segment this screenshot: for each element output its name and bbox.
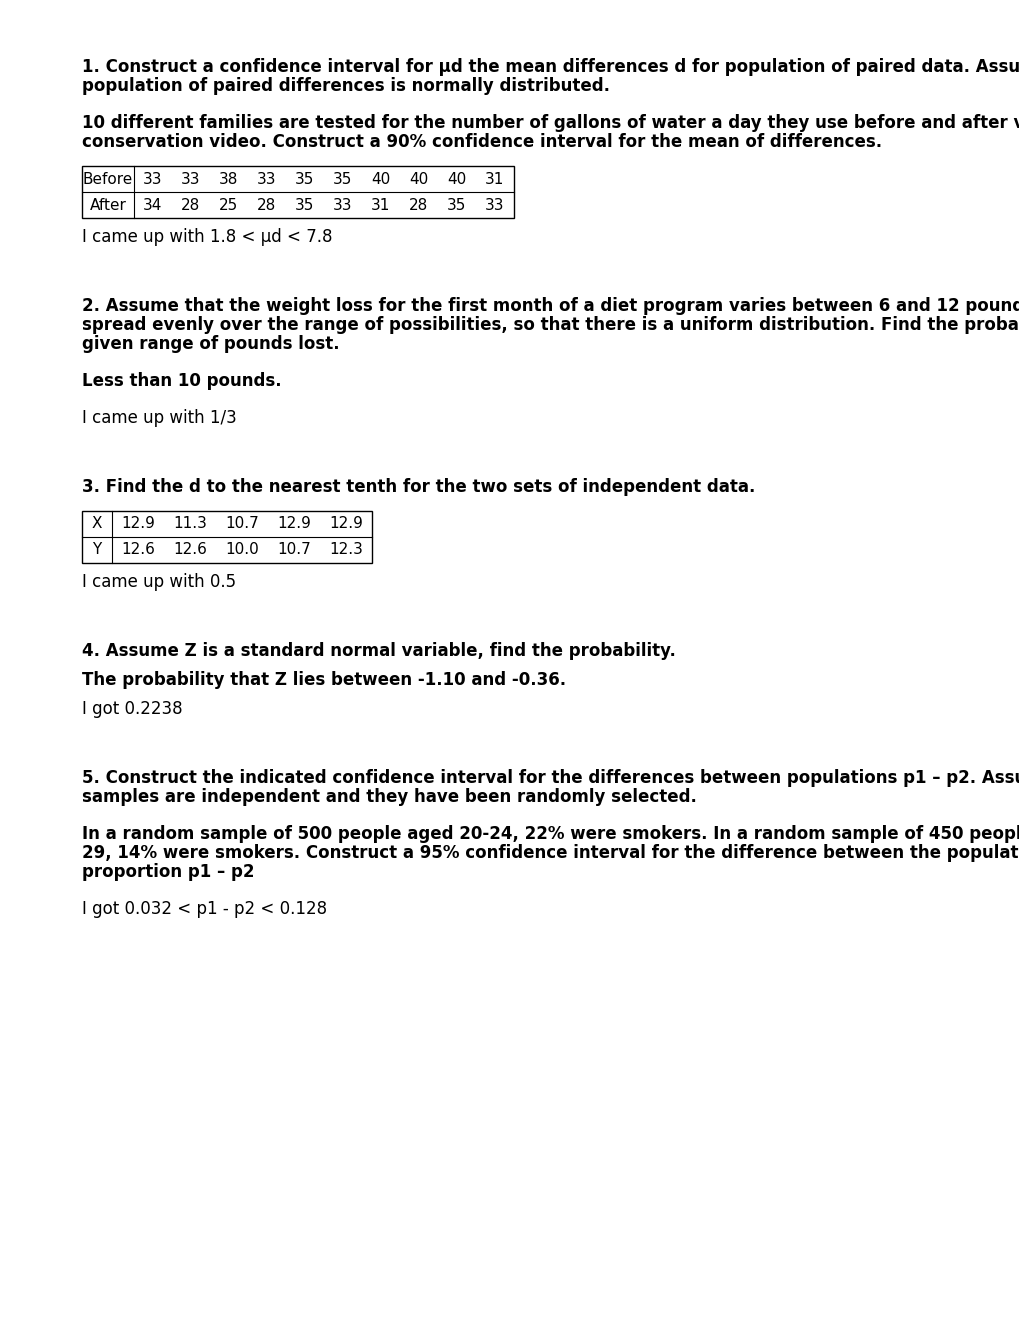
Text: 35: 35 (333, 172, 353, 186)
Text: 10 different families are tested for the number of gallons of water a day they u: 10 different families are tested for the… (82, 114, 1019, 132)
Text: population of paired differences is normally distributed.: population of paired differences is norm… (82, 77, 609, 95)
Text: 40: 40 (409, 172, 428, 186)
Text: Less than 10 pounds.: Less than 10 pounds. (82, 372, 281, 389)
Text: 33: 33 (143, 172, 163, 186)
Text: 40: 40 (371, 172, 390, 186)
Text: 40: 40 (447, 172, 466, 186)
Text: 2. Assume that the weight loss for the first month of a diet program varies betw: 2. Assume that the weight loss for the f… (82, 297, 1019, 315)
Text: Before: Before (83, 172, 133, 186)
Text: In a random sample of 500 people aged 20-24, 22% were smokers. In a random sampl: In a random sample of 500 people aged 20… (82, 825, 1019, 843)
Text: 33: 33 (181, 172, 201, 186)
Text: conservation video. Construct a 90% confidence interval for the mean of differen: conservation video. Construct a 90% conf… (82, 133, 881, 150)
Text: Y: Y (93, 543, 102, 557)
Text: 28: 28 (409, 198, 428, 213)
Text: I came up with 1/3: I came up with 1/3 (82, 409, 236, 426)
Text: 12.9: 12.9 (277, 516, 311, 532)
Text: X: X (92, 516, 102, 532)
Text: 38: 38 (219, 172, 238, 186)
Text: 11.3: 11.3 (173, 516, 207, 532)
Text: 10.7: 10.7 (277, 543, 311, 557)
Text: I came up with 1.8 < μd < 7.8: I came up with 1.8 < μd < 7.8 (82, 228, 332, 246)
Text: given range of pounds lost.: given range of pounds lost. (82, 335, 339, 352)
Text: 35: 35 (296, 198, 315, 213)
Text: 33: 33 (485, 198, 504, 213)
Text: 35: 35 (296, 172, 315, 186)
Bar (82, 511, 372, 564)
Text: 12.6: 12.6 (121, 543, 155, 557)
Text: 3. Find the d to the nearest tenth for the two sets of independent data.: 3. Find the d to the nearest tenth for t… (82, 478, 755, 496)
Text: 34: 34 (144, 198, 162, 213)
Text: samples are independent and they have been randomly selected.: samples are independent and they have be… (82, 788, 696, 807)
Text: 10.0: 10.0 (225, 543, 259, 557)
Text: 12.6: 12.6 (173, 543, 207, 557)
Text: 12.9: 12.9 (121, 516, 155, 532)
Text: 12.9: 12.9 (329, 516, 363, 532)
Text: 33: 33 (257, 172, 276, 186)
Text: spread evenly over the range of possibilities, so that there is a uniform distri: spread evenly over the range of possibil… (82, 315, 1019, 334)
Text: proportion p1 – p2: proportion p1 – p2 (82, 863, 255, 880)
Text: 31: 31 (485, 172, 504, 186)
Text: 10.7: 10.7 (225, 516, 259, 532)
Text: I got 0.032 < p1 - p2 < 0.128: I got 0.032 < p1 - p2 < 0.128 (82, 900, 327, 917)
Text: 33: 33 (333, 198, 353, 213)
Text: I came up with 0.5: I came up with 0.5 (82, 573, 235, 591)
Text: 28: 28 (257, 198, 276, 213)
Text: After: After (90, 198, 126, 213)
Text: 28: 28 (181, 198, 201, 213)
Text: 31: 31 (371, 198, 390, 213)
Text: 35: 35 (447, 198, 467, 213)
Bar (82, 166, 514, 218)
Text: 5. Construct the indicated confidence interval for the differences between popul: 5. Construct the indicated confidence in… (82, 770, 1019, 787)
Text: 1. Construct a confidence interval for μd the mean differences d for population : 1. Construct a confidence interval for μ… (82, 58, 1019, 77)
Text: I got 0.2238: I got 0.2238 (82, 700, 182, 718)
Text: The probability that Z lies between -1.10 and -0.36.: The probability that Z lies between -1.1… (82, 671, 566, 689)
Text: 25: 25 (219, 198, 238, 213)
Text: 4. Assume Z is a standard normal variable, find the probability.: 4. Assume Z is a standard normal variabl… (82, 642, 676, 660)
Text: 29, 14% were smokers. Construct a 95% confidence interval for the difference bet: 29, 14% were smokers. Construct a 95% co… (82, 843, 1019, 862)
Text: 12.3: 12.3 (329, 543, 363, 557)
